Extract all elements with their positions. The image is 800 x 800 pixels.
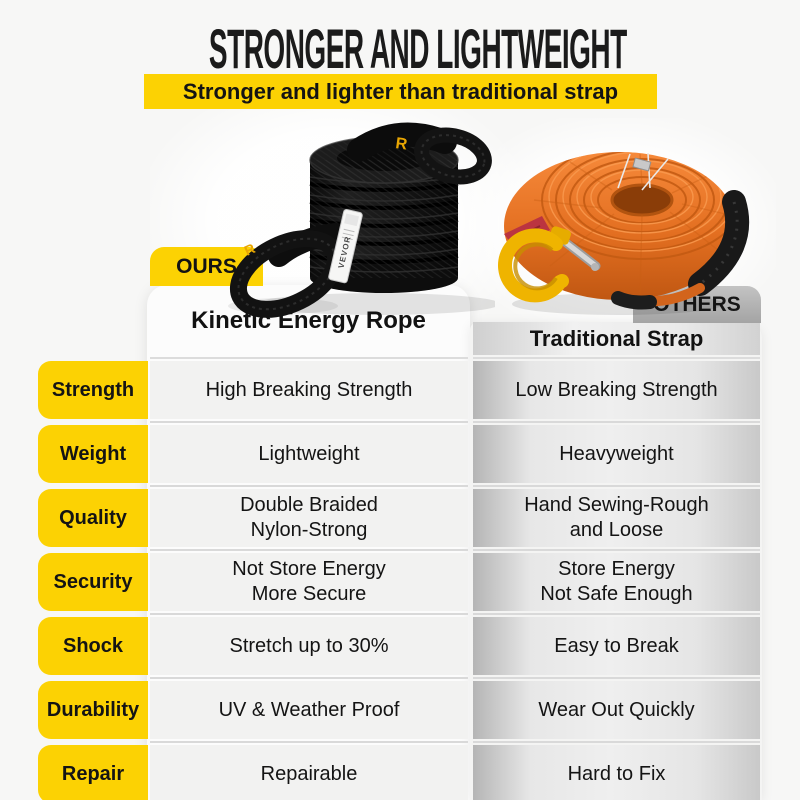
others-value: Hand Sewing-Rough and Loose (473, 489, 760, 547)
row-divider (473, 485, 760, 487)
safety-hook (498, 226, 601, 303)
others-product-name: Traditional Strap (473, 322, 760, 355)
rope-top-loop: R (347, 122, 492, 185)
feature-label: Security (38, 553, 148, 611)
others-value: Hard to Fix (473, 745, 760, 800)
page-title-text: STRONGER AND LIGHTWEIGHT (208, 17, 627, 80)
feature-label-column: Strength Weight Quality Security Shock D… (38, 361, 148, 800)
row-divider (473, 549, 760, 551)
kinetic-rope-photo: R R VEVOR (228, 122, 495, 318)
row-divider (150, 485, 468, 487)
tab-ours-label: OURS (176, 254, 237, 278)
row-divider (150, 741, 468, 743)
row-divider (473, 677, 760, 679)
ours-value: High Breaking Strength (150, 361, 468, 419)
feature-label: Repair (38, 745, 148, 800)
row-divider (473, 421, 760, 423)
row-divider (473, 613, 760, 615)
vevor-tag: VEVOR (328, 208, 363, 284)
others-value: Wear Out Quickly (473, 681, 760, 739)
ours-value: Lightweight (150, 425, 468, 483)
rope-coil-body (309, 136, 459, 293)
ours-product-name: Kinetic Energy Rope (191, 306, 426, 334)
wire-clamp (632, 157, 652, 172)
others-value: Low Breaking Strength (473, 361, 760, 419)
row-divider (150, 421, 468, 423)
row-divider (473, 741, 760, 743)
feature-label: Durability (38, 681, 148, 739)
rope-left-loop: R (229, 223, 346, 318)
others-value: Store Energy Not Safe Enough (473, 553, 760, 611)
ours-value: Not Store Energy More Secure (150, 553, 468, 611)
ours-value-column: High Breaking Strength Lightweight Doubl… (150, 361, 468, 800)
row-divider (150, 677, 468, 679)
ours-header-divider (150, 357, 468, 359)
ours-value: Repairable (150, 745, 468, 800)
others-header-divider (473, 357, 760, 359)
brand-logo-r: R (394, 135, 408, 154)
subtitle-banner: Stronger and lighter than traditional st… (144, 74, 657, 109)
ours-value: Double Braided Nylon-Strong (150, 489, 468, 547)
ours-value: Stretch up to 30% (150, 617, 468, 675)
protective-sleeve (611, 190, 750, 310)
others-value: Heavyweight (473, 425, 760, 483)
others-value-column: Low Breaking Strength Heavyweight Hand S… (473, 361, 760, 800)
page-title: STRONGER AND LIGHTWEIGHT (0, 16, 800, 81)
row-divider (150, 613, 468, 615)
traditional-strap-photo (498, 152, 750, 315)
subtitle-text: Stronger and lighter than traditional st… (182, 78, 619, 104)
feature-label: Weight (38, 425, 148, 483)
row-divider (150, 549, 468, 551)
others-value: Easy to Break (473, 617, 760, 675)
feature-label: Quality (38, 489, 148, 547)
ours-value: UV & Weather Proof (150, 681, 468, 739)
feature-label: Strength (38, 361, 148, 419)
feature-label: Shock (38, 617, 148, 675)
